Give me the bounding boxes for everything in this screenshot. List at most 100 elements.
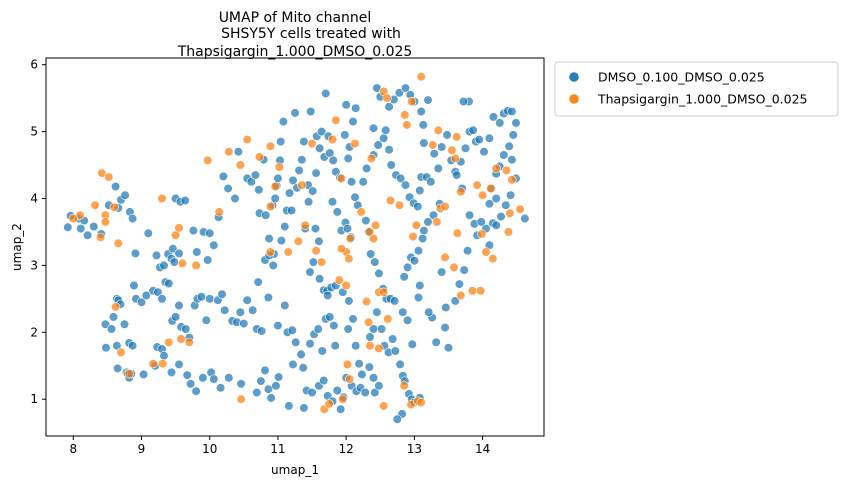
dmso-point xyxy=(273,173,283,183)
chart-title: UMAP of Mito channel SHSY5Y cells treate… xyxy=(177,10,413,60)
dmso-point xyxy=(157,294,167,304)
legend-marker-dmso xyxy=(569,72,579,82)
dmso-point xyxy=(294,165,304,175)
thapsigargin-point xyxy=(324,399,334,409)
dmso-point xyxy=(343,324,353,334)
dmso-point xyxy=(296,349,306,360)
dmso-point xyxy=(347,177,357,187)
dmso-point xyxy=(332,385,342,396)
dmso-point xyxy=(484,133,495,143)
dmso-point xyxy=(351,341,361,351)
dmso-point xyxy=(364,362,375,372)
dmso-point xyxy=(395,359,405,370)
x-tick-label: 13 xyxy=(407,442,422,456)
dmso-point xyxy=(139,369,149,380)
legend: DMSO_0.100_DMSO_0.025 Thapsigargin_1.000… xyxy=(554,61,839,117)
dmso-point xyxy=(196,292,207,302)
dmso-point xyxy=(468,125,478,135)
thapsigargin-point xyxy=(345,234,355,244)
y-tick-label: 1 xyxy=(30,392,38,406)
dmso-point xyxy=(180,195,190,206)
dmso-point xyxy=(257,326,267,336)
legend-box xyxy=(554,61,839,117)
dmso-point xyxy=(256,376,266,386)
dmso-point xyxy=(358,177,368,187)
thapsigargin-point xyxy=(350,139,360,149)
dmso-point xyxy=(287,325,297,335)
dmso-point xyxy=(264,234,274,244)
thapsigargin-point xyxy=(385,195,396,206)
dmso-point xyxy=(128,341,138,351)
dmso-point xyxy=(268,260,278,271)
thapsigargin-point xyxy=(124,369,134,379)
thapsigargin-point xyxy=(176,334,186,344)
thapsigargin-point xyxy=(345,374,355,384)
thapsigargin-point xyxy=(476,286,486,296)
dmso-point xyxy=(419,138,429,148)
dmso-point xyxy=(276,236,287,246)
dmso-point xyxy=(429,149,439,159)
thapsigargin-point xyxy=(334,275,344,285)
thapsigargin-point xyxy=(300,220,310,230)
dmso-point xyxy=(370,387,380,398)
dmso-point xyxy=(357,369,367,380)
dmso-point xyxy=(329,321,339,331)
dmso-point xyxy=(120,190,130,200)
dmso-point xyxy=(426,177,436,187)
dmso-point xyxy=(507,106,517,117)
dmso-point xyxy=(254,185,264,195)
x-axis-label: umap_1 xyxy=(271,463,319,477)
thapsigargin-point xyxy=(456,290,466,301)
thapsigargin-point xyxy=(365,341,375,351)
legend-marker-thapsigargin xyxy=(569,94,579,104)
thapsigargin-point xyxy=(336,244,347,254)
dmso-point xyxy=(299,403,309,413)
thapsigargin-point xyxy=(157,193,167,204)
thapsigargin-point xyxy=(68,214,78,224)
dmso-point xyxy=(454,279,465,289)
y-axis-label: umap_2 xyxy=(10,223,24,271)
dmso-point xyxy=(458,96,469,107)
dmso-point xyxy=(416,106,426,117)
thapsigargin-point xyxy=(116,347,126,358)
dmso-point xyxy=(341,100,351,110)
thapsigargin-point xyxy=(402,120,412,130)
dmso-point xyxy=(250,170,260,180)
dmso-point xyxy=(159,351,169,361)
dmso-point xyxy=(284,188,295,198)
dmso-point xyxy=(169,257,179,267)
dmso-point xyxy=(433,163,443,173)
thapsigargin-point xyxy=(472,180,482,190)
y-tick-label: 3 xyxy=(30,258,38,272)
thapsigargin-point xyxy=(407,96,417,107)
dmso-point xyxy=(351,103,361,113)
thapsigargin-point xyxy=(113,238,123,248)
dmso-point xyxy=(106,324,117,334)
thapsigargin-point xyxy=(338,394,348,404)
thapsigargin-point xyxy=(488,254,498,264)
dmso-point xyxy=(418,234,428,244)
dmso-point xyxy=(520,214,530,224)
thapsigargin-point xyxy=(507,175,517,185)
dmso-point xyxy=(313,324,323,334)
x-tick-label: 9 xyxy=(138,442,146,456)
dmso-point xyxy=(479,147,489,157)
dmso-point xyxy=(192,247,202,257)
dmso-point xyxy=(217,289,227,299)
dmso-point xyxy=(431,337,441,347)
dmso-point xyxy=(484,199,495,209)
thapsigargin-point xyxy=(450,153,460,163)
dmso-point xyxy=(130,248,140,258)
dmso-point xyxy=(415,185,425,196)
thapsigargin-point xyxy=(307,139,317,149)
dmso-point xyxy=(100,319,110,329)
dmso-point xyxy=(442,130,452,140)
dmso-point xyxy=(242,295,252,305)
dmso-point xyxy=(403,315,413,325)
dmso-point xyxy=(168,244,178,254)
thapsigargin-point xyxy=(456,187,466,197)
thapsigargin-point xyxy=(452,132,462,142)
dmso-point xyxy=(308,257,319,267)
dmso-point xyxy=(315,274,325,284)
dmso-point xyxy=(191,386,201,396)
